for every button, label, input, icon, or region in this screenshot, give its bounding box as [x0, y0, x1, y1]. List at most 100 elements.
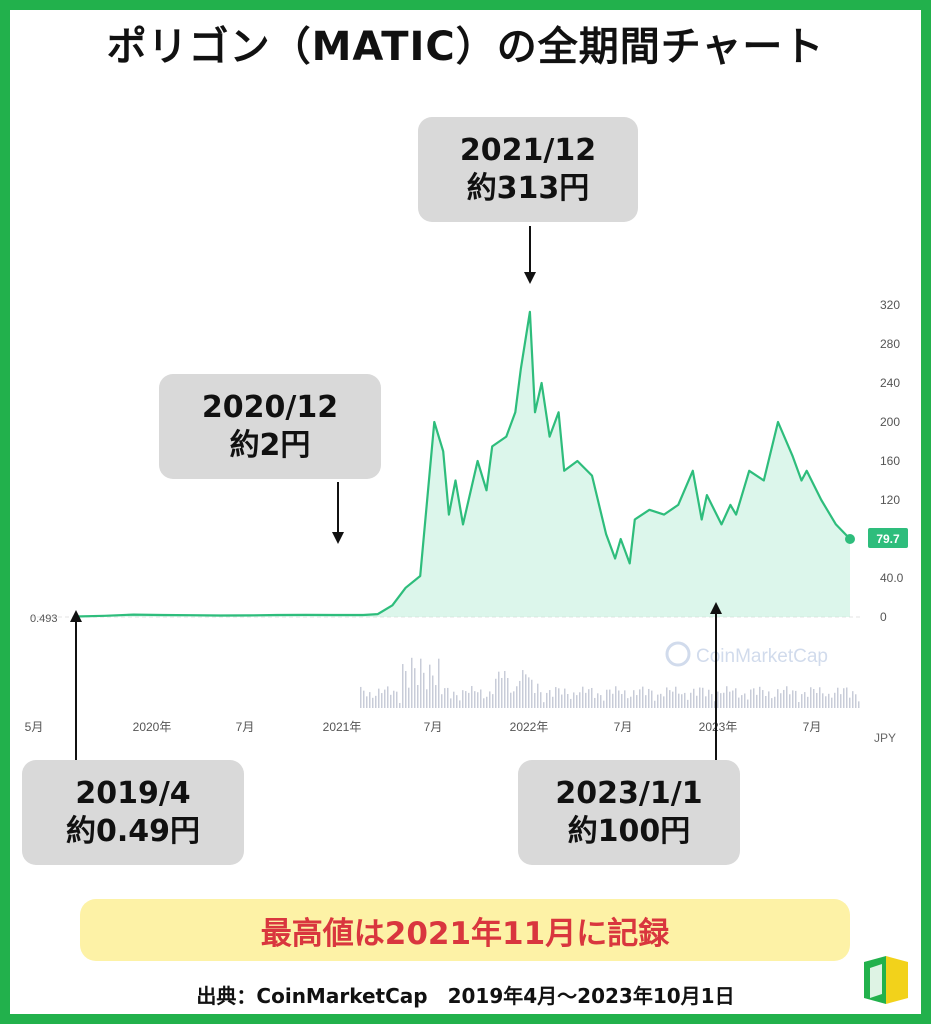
volume-bar: [471, 686, 473, 708]
volume-bar: [855, 694, 857, 708]
volume-bar: [483, 698, 485, 708]
volume-bar: [738, 697, 740, 708]
volume-bar: [459, 700, 461, 708]
volume-bar: [744, 693, 746, 708]
volume-bar: [570, 698, 572, 708]
callout-date: 2023/1/1: [555, 775, 703, 811]
volume-bar: [504, 670, 506, 708]
volume-bar: [366, 696, 368, 708]
volume-bar: [396, 691, 398, 708]
x-tick-label: 5月: [25, 720, 44, 734]
volume-bar: [651, 690, 653, 708]
page-title: ポリゴン（MATIC）の全期間チャート: [106, 24, 825, 70]
x-tick-label: 7月: [614, 720, 633, 734]
volume-bar: [699, 687, 701, 708]
volume-bar: [645, 695, 647, 708]
volume-bar: [576, 695, 578, 708]
volume-bar: [600, 695, 602, 708]
volume-bar: [513, 691, 515, 708]
volume-bar: [840, 694, 842, 708]
callout-date: 2019/4: [75, 775, 191, 811]
volume-bar: [555, 687, 557, 708]
volume-bar: [756, 694, 758, 708]
volume-bar: [672, 691, 674, 708]
callout-2019-4: 2019/4 約0.49円: [22, 760, 244, 865]
volume-bar: [435, 685, 437, 708]
volume-bar: [432, 675, 434, 708]
volume-bar: [480, 689, 482, 708]
volume-bar: [849, 697, 851, 708]
callout-date: 2020/12: [201, 389, 339, 425]
volume-bar: [438, 658, 440, 708]
x-tick-label: 2021年: [323, 720, 362, 734]
x-tick-label: 2020年: [133, 720, 172, 734]
volume-bar: [858, 701, 860, 708]
volume-bar: [762, 690, 764, 708]
volume-bar: [426, 689, 428, 708]
volume-bar: [399, 703, 401, 708]
y-tick-label: 0: [880, 610, 887, 624]
watermark-label: CoinMarketCap: [696, 646, 828, 667]
y-axis: 320 280 240 200 160 120 40.0 0: [880, 298, 904, 624]
volume-bar: [639, 689, 641, 708]
y-tick-label: 280: [880, 337, 900, 351]
volume-bar: [540, 692, 542, 708]
volume-bar: [636, 695, 638, 708]
volume-bar: [648, 688, 650, 708]
volume-bar: [552, 696, 554, 708]
x-axis: 5月 2020年 7月 2021年 7月 2022年 7月 2023年 7月: [25, 720, 822, 734]
volume-bar: [369, 692, 371, 708]
volume-bar: [573, 692, 575, 708]
volume-bar: [408, 687, 410, 708]
volume-bar: [747, 699, 749, 708]
volume-bar: [465, 691, 467, 708]
volume-bar: [618, 690, 620, 708]
volume-bar: [726, 686, 728, 708]
volume-bar: [717, 691, 719, 708]
x-tick-label: 2022年: [510, 720, 549, 734]
volume-bar: [735, 688, 737, 708]
volume-bar: [405, 670, 407, 708]
volume-bar: [630, 696, 632, 708]
volume-bar: [696, 695, 698, 708]
volume-bar: [468, 692, 470, 708]
volume-bar: [660, 693, 662, 708]
callout-date: 2021/12: [459, 132, 597, 168]
current-value-label: 79.7: [876, 532, 900, 546]
volume-bar: [594, 697, 596, 708]
volume-bar: [492, 694, 494, 708]
volume-bar: [543, 702, 545, 708]
volume-bar: [741, 695, 743, 708]
volume-bar: [519, 680, 521, 708]
volume-bar: [816, 692, 818, 708]
volume-bar: [714, 701, 716, 708]
x-tick-label: 2023年: [699, 720, 738, 734]
volume-bar: [711, 694, 713, 708]
volume-bar: [381, 693, 383, 708]
callout-2020-12: 2020/12 約2円: [159, 374, 381, 479]
volume-bar: [780, 693, 782, 708]
volume-bar: [363, 690, 365, 708]
volume-bar: [558, 688, 560, 708]
volume-bar: [798, 702, 800, 708]
callout-2023-1-1: 2023/1/1 約100円: [518, 760, 740, 865]
volume-bar: [669, 690, 671, 708]
volume-bar: [531, 679, 533, 708]
source-citation: 出典：CoinMarketCap 2019年4月〜2023年10月1日: [196, 984, 735, 1008]
volume-bar: [753, 688, 755, 708]
volume-bar: [495, 678, 497, 708]
highlight-banner: 最高値は2021年11月に記録: [80, 899, 850, 961]
volume-bar: [822, 693, 824, 708]
current-value-badge: [868, 528, 908, 548]
volume-bar: [750, 689, 752, 708]
volume-bar: [720, 693, 722, 708]
current-price-dot: [845, 534, 855, 544]
volume-bar: [804, 692, 806, 708]
volume-bar: [663, 696, 665, 708]
volume-bar: [411, 657, 413, 708]
volume-bar: [684, 692, 686, 708]
volume-bar: [768, 691, 770, 708]
volume-bar: [393, 690, 395, 708]
volume-bar: [624, 690, 626, 708]
